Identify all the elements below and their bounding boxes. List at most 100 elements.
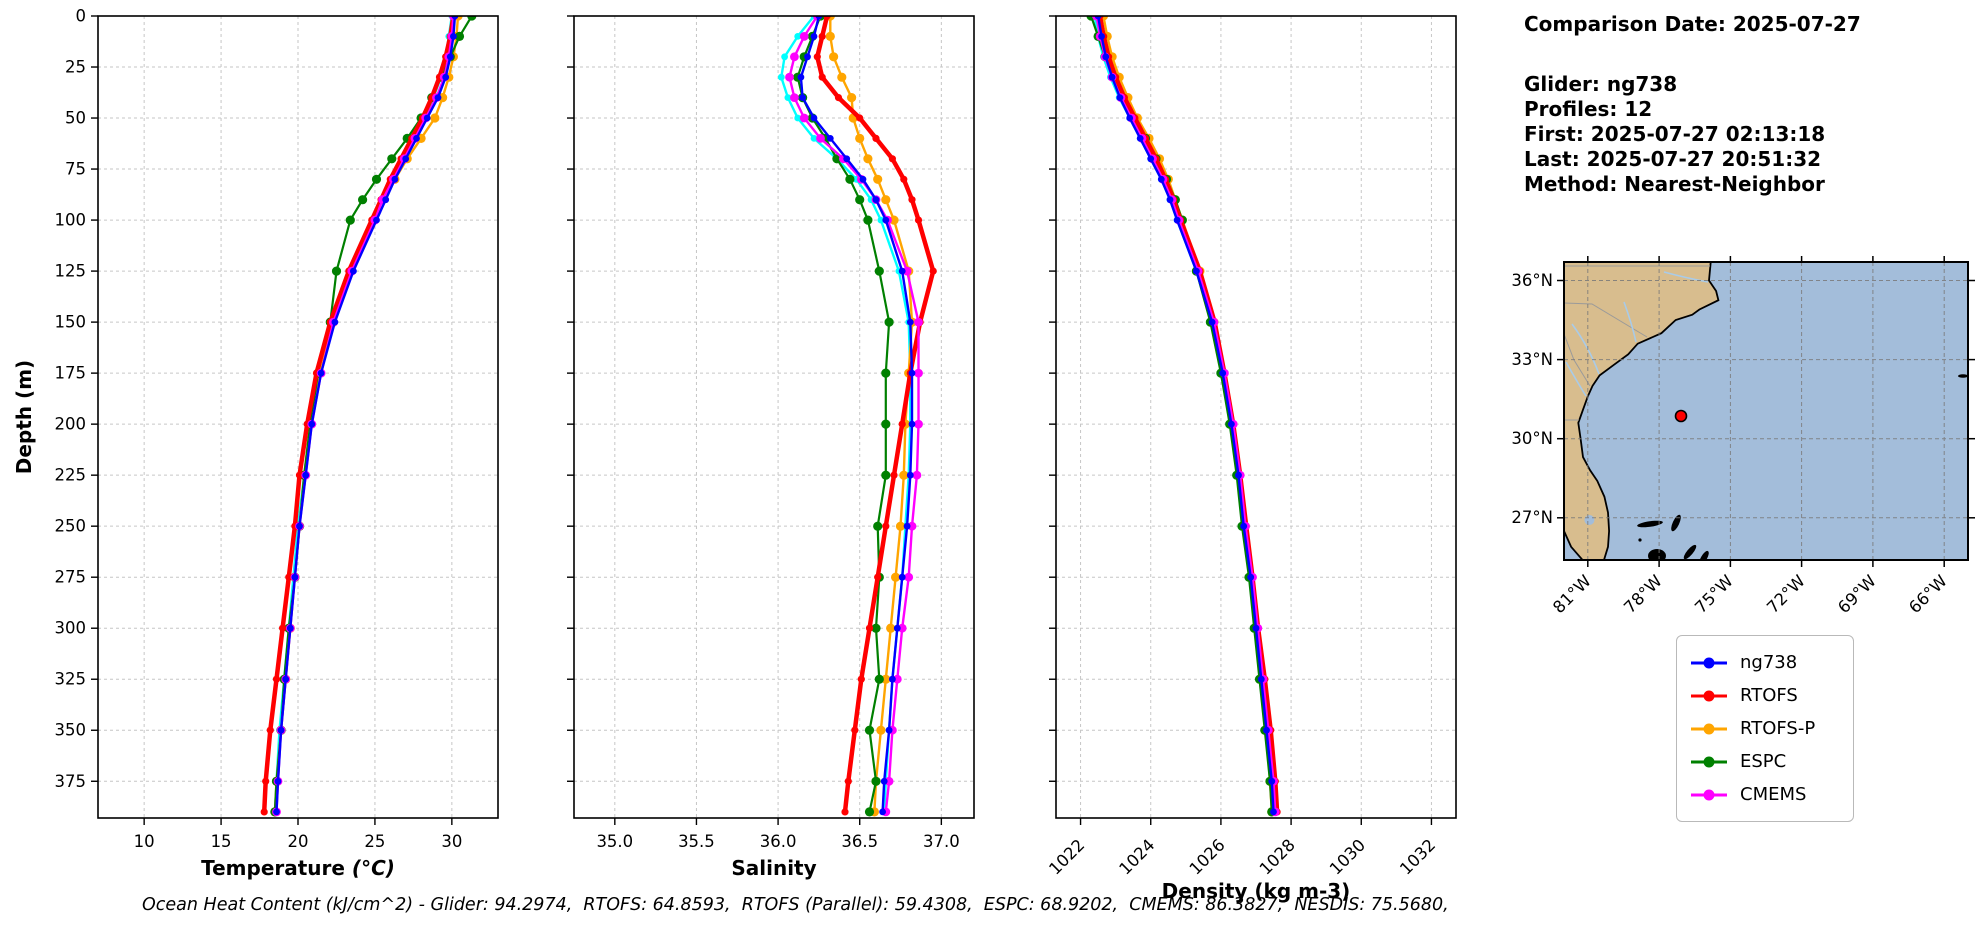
glider-name-text: Glider: ng738 xyxy=(1524,72,1678,96)
data-point-marker xyxy=(856,114,864,122)
axis-ticks xyxy=(91,15,453,825)
legend-line-sample xyxy=(1691,789,1727,800)
lon-tick-label: 75°W xyxy=(1691,571,1737,617)
x-tick-label: 37.0 xyxy=(923,832,960,851)
data-point-marker xyxy=(308,420,316,428)
series-NESDIS xyxy=(1091,16,1277,816)
legend-item-CMEMS: CMEMS xyxy=(1689,778,1841,811)
data-point-marker xyxy=(906,471,914,479)
data-point-marker xyxy=(864,725,875,735)
comparison-date-text: Comparison Date: 2025-07-27 xyxy=(1524,12,1861,36)
series-layer xyxy=(1086,16,1281,817)
data-point-marker xyxy=(885,726,893,734)
river-line xyxy=(1663,271,1709,283)
data-point-marker xyxy=(871,776,881,786)
y-tick-label: 75 xyxy=(65,160,86,179)
data-point-marker xyxy=(912,470,922,480)
legend-rows: ng738 RTOFS RTOFS-P ESPC CMEMS xyxy=(1689,646,1841,811)
ESPC-profile-line xyxy=(273,16,473,812)
lat-tick-label: 33°N xyxy=(1511,350,1553,369)
data-point-marker xyxy=(902,266,912,276)
data-point-marker xyxy=(881,470,891,480)
legend-label: RTOFS xyxy=(1740,685,1798,706)
data-point-marker xyxy=(816,134,825,143)
data-point-marker xyxy=(891,572,901,582)
islands xyxy=(1637,374,1968,560)
ohc-footnote: Ocean Heat Content (kJ/cm^2) - Glider: 9… xyxy=(142,895,1449,915)
data-point-marker xyxy=(446,53,454,61)
data-point-marker xyxy=(1166,196,1174,204)
data-point-marker xyxy=(810,33,818,40)
data-point-marker xyxy=(880,777,888,785)
data-point-marker xyxy=(872,196,880,204)
bahamas-island xyxy=(1648,549,1666,560)
last-profile-time-text: Last: 2025-07-27 20:51:32 xyxy=(1524,147,1822,171)
data-point-marker xyxy=(434,94,442,101)
salinity-plot-svg: 35.0 35.5 36.0 36.5 37.0 Salinity xyxy=(567,15,975,880)
data-point-marker xyxy=(874,573,882,581)
axis-ticks xyxy=(567,15,943,825)
map-ticks xyxy=(1557,256,1975,567)
data-point-marker xyxy=(845,174,855,184)
lon-tick-label: 72°W xyxy=(1763,571,1809,617)
ESPC-profile-line xyxy=(1090,16,1273,812)
CMEMS-profile-line xyxy=(275,16,455,812)
data-point-marker xyxy=(279,624,287,632)
series-CMEMS xyxy=(1092,16,1280,817)
legend-label: CMEMS xyxy=(1740,784,1807,805)
metadata-panel: Comparison Date: 2025-07-27 Glider: ng73… xyxy=(1524,12,1861,197)
y-tick-label: 25 xyxy=(65,58,86,77)
river-line xyxy=(1571,323,1600,375)
legend-item-ESPC: ESPC xyxy=(1689,745,1841,778)
legend-line-sample xyxy=(1691,723,1727,734)
data-point-marker xyxy=(291,573,299,581)
x-tick-label: 1028 xyxy=(1256,835,1299,878)
data-point-marker xyxy=(904,572,914,582)
data-point-marker xyxy=(450,33,457,40)
lon-tick-label: 66°W xyxy=(1905,571,1951,617)
x-tick-label: 1024 xyxy=(1115,835,1158,878)
data-point-marker xyxy=(810,135,818,142)
x-tick-label: 15 xyxy=(211,832,232,851)
legend-item-RTOFS: RTOFS xyxy=(1689,679,1841,712)
y-tick-label: 375 xyxy=(55,772,87,791)
data-point-marker xyxy=(914,368,923,378)
x-tick-label: 25 xyxy=(364,832,385,851)
data-point-marker xyxy=(897,623,907,633)
data-point-marker xyxy=(272,675,281,683)
legend-line-sample xyxy=(1691,756,1727,767)
x-tick-label: 30 xyxy=(441,832,462,851)
x-tick-label: 1030 xyxy=(1326,835,1369,878)
data-point-marker xyxy=(391,175,399,183)
y-tick-label: 150 xyxy=(55,313,87,332)
data-point-marker xyxy=(888,155,896,163)
density-plot-svg: 1022 1024 1026 1028 1030 1032 Density (kg m-3) xyxy=(1045,15,1457,903)
legend-label: ESPC xyxy=(1740,751,1787,772)
data-point-marker xyxy=(797,73,805,81)
data-point-marker xyxy=(1116,94,1124,101)
data-point-marker xyxy=(874,266,884,276)
series-RTOFS-P xyxy=(1098,16,1277,817)
data-point-marker xyxy=(371,174,382,184)
y-tick-label: 0 xyxy=(76,8,87,26)
temperature-plot: 10 15 20 25 30 0 25 50 75 100 125 150 175 200 225 250 27… xyxy=(40,7,510,928)
data-point-marker xyxy=(826,135,834,142)
map-gridlines xyxy=(1564,262,1968,560)
data-point-marker xyxy=(1147,155,1155,163)
lat-tick-label: 30°N xyxy=(1511,429,1553,448)
NESDIS-profile-line xyxy=(273,16,453,812)
data-point-marker xyxy=(1247,573,1255,581)
data-point-marker xyxy=(273,808,280,816)
CMEMS-profile-line xyxy=(1095,16,1277,812)
series-NESDIS xyxy=(777,16,914,816)
grid-lines xyxy=(1056,15,1456,818)
data-point-marker xyxy=(1108,73,1116,81)
data-point-marker xyxy=(1228,420,1235,428)
legend-box: ng738 RTOFS RTOFS-P ESPC CMEMS xyxy=(1676,635,1854,822)
data-point-marker xyxy=(777,73,785,81)
depth-axis-label: Depth (m) xyxy=(12,359,36,475)
density-axis-label: Density (kg m-3) xyxy=(1162,879,1351,903)
y-tick-label: 50 xyxy=(65,109,86,128)
data-point-marker xyxy=(890,471,898,479)
data-point-marker xyxy=(285,573,293,581)
